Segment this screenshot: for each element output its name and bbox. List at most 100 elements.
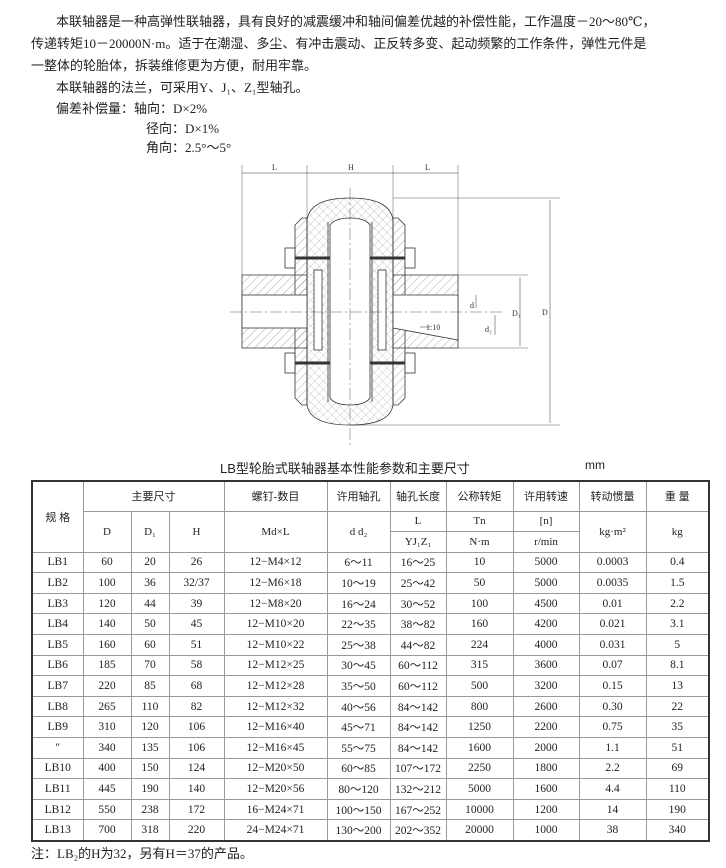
table-cell: 550 [82, 798, 132, 821]
table-cell: 35～50 [326, 675, 391, 697]
table-cell: 400 [82, 757, 132, 780]
table-cell: 0.30 [578, 695, 647, 718]
table-cell: 35 [645, 716, 710, 739]
coupling-cross-section-drawing: L H L d d₂ D₁ D 1:10 [230, 163, 560, 445]
table-cell: 10000 [445, 798, 514, 821]
header-torque-unit: N·m [445, 531, 514, 553]
table-cell: 185 [82, 654, 132, 677]
table-cell: 25～42 [389, 572, 447, 594]
table-row: LB2 100 36 32/37 12−M6×18 10～19 25～42 50 5000 0.0… [31, 572, 710, 594]
table-cell: LB8 [31, 695, 84, 718]
table-cell: 12−M10×20 [223, 613, 328, 636]
header-screw: 螺钉-数目 [223, 480, 328, 512]
dim-label-L: L [425, 163, 430, 172]
dim-label-d: d [470, 301, 474, 310]
table-cell: 167～252 [389, 798, 447, 821]
header-bore-length: 轴孔长度 [389, 480, 447, 512]
table-cell: 16～24 [326, 592, 391, 615]
table-cell: 16～25 [389, 551, 447, 574]
table-cell: 50 [130, 613, 170, 636]
table-cell: 130～200 [326, 819, 391, 842]
table-cell: 30～52 [389, 592, 447, 615]
table-unit: mm [585, 458, 605, 472]
table-cell: 13 [645, 675, 710, 697]
table-cell: 60 [130, 634, 170, 656]
table-cell: 32/37 [168, 572, 225, 594]
intro-line: 传递转矩10－20000N·m。适于在潮湿、多尘、有冲击震动、正反转多变、起动频… [31, 36, 647, 51]
table-cell: 24−M24×71 [223, 819, 328, 842]
table-cell: 44～82 [389, 634, 447, 656]
table-cell: 5000 [445, 778, 514, 800]
table-cell: 5 [645, 634, 710, 656]
table-cell: 1000 [512, 819, 580, 842]
table-cell: 2.2 [645, 592, 710, 615]
header-H: H [168, 510, 225, 553]
table-cell: 106 [168, 716, 225, 739]
table-cell: 238 [130, 798, 170, 821]
table-cell: 85 [130, 675, 170, 697]
table-cell: 0.07 [578, 654, 647, 677]
table-cell: 4.4 [578, 778, 647, 800]
table-cell: 202～352 [389, 819, 447, 842]
table-cell: 0.4 [645, 551, 710, 574]
table-cell: 107～172 [389, 757, 447, 780]
table-cell: 120 [82, 592, 132, 615]
table-cell: 38～82 [389, 613, 447, 636]
table-cell: 340 [645, 819, 710, 842]
header-bore-type: YJ₁Z₁ [389, 531, 447, 553]
table-cell: 220 [168, 819, 225, 842]
table-cell: 132～212 [389, 778, 447, 800]
table-cell: 60～112 [389, 675, 447, 697]
table-cell: 190 [130, 778, 170, 800]
table-cell: 10 [445, 551, 514, 574]
table-cell: 84～142 [389, 695, 447, 718]
table-cell: 0.0003 [578, 551, 647, 574]
table-cell: 172 [168, 798, 225, 821]
compensation-radial: 径向：D×1% [146, 121, 220, 136]
table-cell: 1600 [512, 778, 580, 800]
table-cell: ″ [31, 737, 84, 759]
table-cell: 22～35 [326, 613, 391, 636]
table-cell: 150 [130, 757, 170, 780]
table-row: LB8 265 110 82 12−M12×32 40～56 84～142 800 2600 0.… [31, 695, 710, 718]
table-cell: 20000 [445, 819, 514, 842]
table-cell: 38 [578, 819, 647, 842]
table-row: ″ 340 135 106 12−M16×45 55～75 84～142 1600 2000 1.… [31, 737, 710, 759]
table-cell: 110 [645, 778, 710, 800]
table-cell: LB5 [31, 634, 84, 656]
table-cell: 12−M20×50 [223, 757, 328, 780]
table-cell: 26 [168, 551, 225, 574]
dim-label-D: D [542, 308, 548, 317]
intro-line: 本联轴器的法兰，可采用Y、J₁、Z₁型轴孔。 [56, 80, 309, 95]
header-spec: 规 格 [31, 480, 84, 553]
table-row: LB12 550 238 172 16−M24×71 100～150 167～252 1000… [31, 798, 710, 821]
table-cell: 58 [168, 654, 225, 677]
header-screw-unit: Md×L [223, 510, 328, 553]
table-cell: 50 [445, 572, 514, 594]
table-cell: 82 [168, 695, 225, 718]
table-cell: 6～11 [326, 551, 391, 574]
table-cell: 265 [82, 695, 132, 718]
dim-label-d2: d₂ [485, 325, 492, 334]
table-cell: 3200 [512, 675, 580, 697]
table-cell: 100 [445, 592, 514, 615]
table-cell: 310 [82, 716, 132, 739]
table-cell: 12−M4×12 [223, 551, 328, 574]
intro-line: 本联轴器是一种高弹性联轴器，具有良好的减震缓冲和轴间偏差优越的补偿性能，工作温度… [56, 14, 656, 29]
table-cell: 800 [445, 695, 514, 718]
compensation-axial: 偏差补偿量：轴向：D×2% [56, 101, 208, 116]
table-cell: 25～38 [326, 634, 391, 656]
table-cell: 340 [82, 737, 132, 759]
table-cell: 5000 [512, 551, 580, 574]
table-cell: 39 [168, 592, 225, 615]
header-D1: D₁ [130, 510, 170, 553]
table-cell: 0.01 [578, 592, 647, 615]
table-row: LB9 310 120 106 12−M16×40 45～71 84～142 1250 2200… [31, 716, 710, 739]
table-cell: 12−M6×18 [223, 572, 328, 594]
table-cell: LB4 [31, 613, 84, 636]
table-row: LB5 160 60 51 12−M10×22 25～38 44～82 224 4000 0.03… [31, 634, 710, 656]
table-cell: 700 [82, 819, 132, 842]
table-cell: 20 [130, 551, 170, 574]
table-cell: 36 [130, 572, 170, 594]
table-cell: LB10 [31, 757, 84, 780]
